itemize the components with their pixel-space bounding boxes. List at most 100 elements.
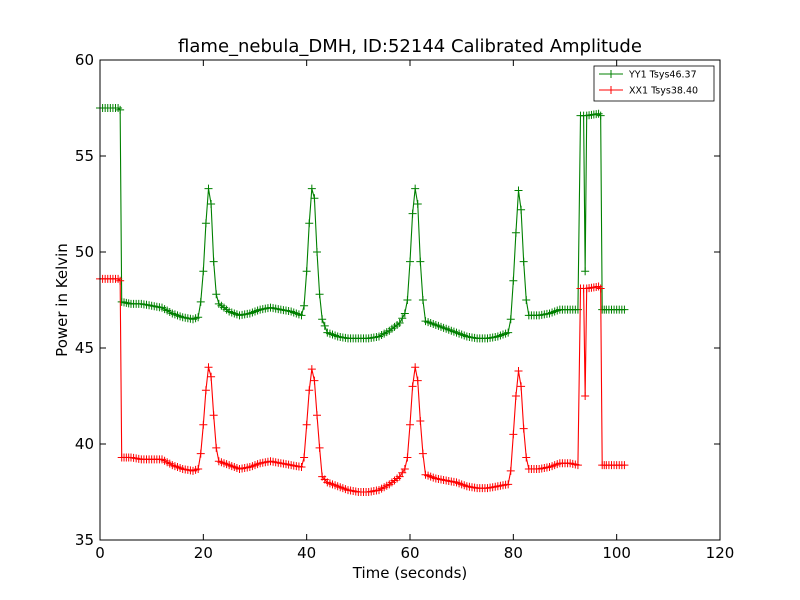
series-0-point-124	[413, 200, 422, 208]
series-0-point-86	[315, 290, 324, 299]
x-tick-label-5: 100	[602, 544, 631, 562]
series-1-point-124	[413, 376, 422, 385]
series-0-point-82	[305, 219, 314, 228]
y-tick-label-1: 40	[75, 435, 94, 453]
x-tick-label-3: 60	[400, 544, 419, 562]
series-1-point-40	[196, 449, 205, 458]
series-1-point-189	[581, 392, 590, 400]
y-tick-label-0: 35	[75, 531, 94, 549]
y-tick-label-2: 45	[75, 339, 94, 357]
series-0-point-196	[596, 111, 605, 120]
series-0-point-45	[209, 257, 218, 266]
series-1-point-79	[297, 463, 306, 472]
series-0-point-7	[114, 104, 123, 112]
series-1-point-195	[594, 282, 603, 291]
series-1-point-81	[302, 420, 311, 429]
series-0-point-79	[297, 311, 306, 320]
series-1-point-163	[514, 367, 523, 376]
series-0-point-163	[514, 186, 523, 195]
ticks-layer: 0 20 40 60 80 100 120 35 40 45 50 55 60	[75, 51, 734, 562]
series-1-point-80	[300, 453, 309, 462]
series-1-point-161	[509, 430, 518, 439]
series-0-point-159	[504, 328, 513, 337]
series-1-point-162	[511, 392, 520, 400]
series-0-point-85	[313, 248, 321, 256]
series-1-point-164	[517, 382, 526, 391]
y-tick-label-3: 50	[75, 243, 94, 261]
series-1-point-46	[212, 443, 221, 452]
series-0-point-206	[620, 305, 629, 314]
series-0	[96, 104, 629, 343]
series-1-point-120	[403, 453, 412, 462]
y-tick-label-4: 55	[75, 147, 94, 165]
series-1-point-44	[207, 372, 216, 381]
series-1-point-8	[116, 276, 125, 285]
series-1-point-123	[411, 363, 420, 372]
series-1-point-86	[315, 443, 324, 452]
series-0-point-189	[581, 267, 590, 276]
series-0-point-125	[416, 257, 425, 266]
series-1-point-166	[522, 453, 531, 462]
series-0-point-84	[310, 194, 319, 203]
series-1-point-126	[418, 449, 427, 458]
series-1-point-122	[408, 382, 417, 391]
x-tick-label-4: 80	[504, 544, 523, 562]
legend-marker-1	[607, 86, 615, 94]
series-0-point-120	[403, 296, 412, 304]
series-1-point-125	[416, 416, 425, 425]
series-1-point-160	[506, 466, 515, 475]
series-0-point-166	[522, 296, 531, 304]
series-1	[96, 274, 629, 496]
x-tick-label-6: 120	[706, 544, 735, 562]
series-1-point-186	[573, 461, 582, 470]
series-0-point-123	[411, 184, 420, 193]
x-axis-label: Time (seconds)	[352, 564, 468, 582]
chart-title: flame_nebula_DMH, ID:52144 Calibrated Am…	[178, 36, 642, 57]
x-tick-label-2: 40	[297, 544, 316, 562]
legend-marker-0	[607, 70, 615, 78]
legend: YY1 Tsys46.37 XX1 Tsys38.40	[593, 65, 715, 102]
series-0-point-160	[506, 315, 515, 324]
series-1-point-165	[519, 424, 528, 433]
legend-label-1: XX1 Tsys38.40	[629, 86, 698, 97]
series-0-point-117	[395, 319, 404, 328]
series-0-point-119	[400, 309, 409, 318]
y-tick-label-5: 60	[75, 51, 94, 69]
series-0-point-122	[408, 209, 417, 218]
series-0-point-87	[318, 315, 327, 324]
series-0-point-118	[398, 314, 407, 323]
series-1-point-159	[504, 480, 513, 489]
series-0-point-162	[511, 228, 520, 237]
series-1-point-121	[406, 420, 414, 429]
series-0-point-88	[320, 321, 329, 330]
series-1-point-41	[199, 420, 208, 429]
series-0-point-8	[116, 105, 125, 114]
series-1-point-39	[194, 464, 203, 473]
series-1-point-196	[596, 284, 605, 293]
series-1-point-45	[209, 411, 218, 420]
series-1-point-119	[400, 464, 409, 473]
series-0-point-46	[212, 290, 221, 299]
series-0-point-80	[300, 301, 309, 310]
legend-label-0: YY1 Tsys46.37	[628, 70, 697, 81]
series-0-point-195	[594, 109, 603, 118]
series-0-point-40	[196, 297, 205, 306]
series-0-point-44	[207, 200, 216, 208]
series-0-point-161	[509, 276, 518, 285]
x-tick-label-1: 20	[194, 544, 213, 562]
series-0-point-81	[302, 267, 311, 276]
legend-box	[593, 65, 715, 102]
series-1-point-83	[307, 365, 316, 374]
series-0-point-83	[307, 184, 316, 193]
x-tick-label-0: 0	[95, 544, 105, 562]
series-1-point-206	[620, 461, 629, 470]
series-0-point-39	[194, 313, 203, 322]
series-0-point-43	[204, 184, 213, 193]
series-0-point-42	[201, 219, 210, 228]
series-1-point-85	[313, 411, 321, 420]
series-1-point-42	[201, 386, 210, 395]
series-0-point-126	[418, 296, 427, 304]
series-0-point-164	[517, 205, 526, 214]
series-0-point-41	[199, 267, 208, 276]
